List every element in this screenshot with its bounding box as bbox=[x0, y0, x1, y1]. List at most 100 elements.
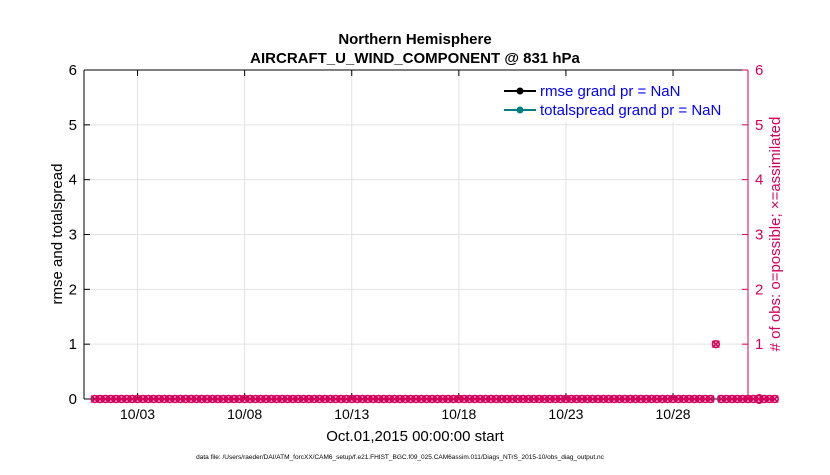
y-tick-label-left: 3 bbox=[69, 227, 77, 244]
legend-entry-totalspread: totalspread grand pr = NaN bbox=[504, 102, 721, 119]
obs-possible-marker bbox=[631, 394, 640, 404]
obs-possible-marker bbox=[170, 394, 180, 404]
obs-possible-marker bbox=[240, 394, 249, 404]
obs-possible-marker bbox=[711, 339, 721, 349]
obs-possible-marker bbox=[658, 394, 667, 404]
obs-possible-marker bbox=[374, 394, 383, 404]
obs-possible-marker bbox=[497, 394, 506, 404]
obs-possible-marker bbox=[256, 394, 265, 404]
obs-possible-marker bbox=[583, 394, 592, 404]
obs-possible-marker bbox=[759, 394, 769, 404]
obs-possible-marker bbox=[717, 394, 726, 404]
obs-possible-marker bbox=[165, 394, 174, 404]
obs-possible-marker bbox=[401, 394, 410, 404]
obs-possible-marker bbox=[235, 394, 244, 404]
obs-possible-marker bbox=[208, 394, 217, 404]
obs-possible-marker bbox=[176, 394, 185, 404]
obs-possible-marker bbox=[513, 394, 522, 404]
obs-possible-marker bbox=[245, 394, 255, 404]
x-tick-label: 10/28 bbox=[656, 406, 691, 422]
obs-possible-marker bbox=[433, 394, 442, 404]
obs-possible-marker bbox=[224, 394, 233, 404]
obs-possible-marker bbox=[149, 394, 158, 404]
obs-possible-marker bbox=[679, 394, 688, 404]
obs-possible-marker bbox=[192, 394, 201, 404]
obs-possible-marker bbox=[181, 394, 190, 404]
obs-possible-marker bbox=[625, 394, 635, 404]
obs-possible-marker bbox=[283, 394, 292, 404]
obs-possible-marker bbox=[609, 394, 619, 404]
obs-possible-marker bbox=[288, 394, 298, 404]
obs-possible-marker bbox=[326, 394, 335, 404]
obs-possible-marker bbox=[765, 394, 774, 404]
obs-possible-marker bbox=[700, 394, 710, 404]
y-tick-label-right: 3 bbox=[755, 227, 763, 244]
obs-possible-marker bbox=[310, 394, 319, 404]
obs-possible-marker bbox=[320, 394, 330, 404]
obs-possible-marker bbox=[411, 394, 421, 404]
y-tick-label-left: 5 bbox=[69, 117, 77, 134]
obs-possible-marker bbox=[267, 394, 276, 404]
obs-possible-marker bbox=[481, 394, 490, 404]
obs-possible-marker bbox=[599, 394, 608, 404]
obs-possible-marker bbox=[106, 394, 115, 404]
obs-possible-marker bbox=[154, 394, 164, 404]
obs-possible-marker bbox=[422, 394, 431, 404]
obs-possible-marker bbox=[545, 394, 555, 404]
y-tick-label-right: 5 bbox=[755, 117, 763, 134]
obs-possible-marker bbox=[385, 394, 394, 404]
legend-entry-rmse: rmse grand pr = NaN bbox=[504, 83, 680, 100]
obs-possible-marker bbox=[138, 394, 148, 404]
y-tick-label-left: 1 bbox=[69, 336, 77, 353]
obs-possible-marker bbox=[186, 394, 196, 404]
legend: rmse grand pr = NaN totalspread grand pr… bbox=[498, 80, 746, 122]
obs-possible-marker bbox=[577, 394, 587, 404]
obs-possible-marker bbox=[90, 394, 99, 404]
obs-possible-marker bbox=[518, 394, 528, 404]
obs-possible-marker bbox=[449, 394, 458, 404]
obs-possible-marker bbox=[465, 394, 474, 404]
obs-possible-marker bbox=[379, 394, 389, 404]
obs-possible-marker bbox=[551, 394, 560, 404]
obs-possible-marker bbox=[722, 394, 731, 404]
obs-possible-marker bbox=[251, 394, 260, 404]
obs-assimilated-marker bbox=[770, 395, 779, 403]
obs-possible-marker bbox=[117, 394, 126, 404]
x-axis-label: Oct.01,2015 00:00:00 start bbox=[326, 428, 504, 445]
obs-possible-marker bbox=[342, 394, 351, 404]
obs-possible-marker bbox=[540, 394, 549, 404]
obs-assimilated-marker bbox=[706, 395, 715, 403]
obs-possible-marker bbox=[368, 394, 378, 404]
obs-possible-marker bbox=[674, 394, 683, 404]
y-tick-label-left: 2 bbox=[69, 281, 77, 298]
obs-possible-marker bbox=[652, 394, 662, 404]
obs-possible-marker bbox=[101, 394, 110, 404]
data-file-footer: data file: /Users/raeder/DAI/ATM_forcXX/… bbox=[196, 454, 605, 461]
obs-possible-marker bbox=[293, 394, 303, 404]
y-tick-label-right: 1 bbox=[755, 336, 763, 353]
obs-possible-marker bbox=[642, 394, 651, 404]
obs-possible-marker bbox=[502, 394, 512, 404]
obs-possible-marker bbox=[229, 394, 239, 404]
obs-possible-marker bbox=[438, 394, 447, 404]
obs-possible-marker bbox=[459, 394, 469, 404]
obs-possible-marker bbox=[347, 394, 356, 404]
y-tick-label-left: 6 bbox=[69, 62, 77, 79]
obs-possible-marker bbox=[336, 394, 346, 404]
chart-title: Northern Hemisphere bbox=[338, 31, 491, 48]
obs-possible-marker bbox=[363, 394, 373, 404]
y-tick-label-left: 0 bbox=[69, 391, 77, 408]
obs-possible-marker bbox=[733, 394, 742, 404]
obs-possible-marker bbox=[358, 394, 367, 404]
obs-possible-marker bbox=[277, 394, 287, 404]
obs-possible-marker bbox=[588, 394, 597, 404]
chart-subtitle: AIRCRAFT_U_WIND_COMPONENT @ 831 hPa bbox=[250, 50, 580, 67]
obs-possible-marker bbox=[417, 394, 426, 404]
obs-possible-marker bbox=[406, 394, 415, 404]
y-tick-label-right: 6 bbox=[755, 62, 763, 79]
obs-possible-marker bbox=[524, 394, 533, 404]
obs-possible-marker bbox=[770, 394, 779, 404]
obs-possible-marker bbox=[315, 394, 324, 404]
y-tick-label-right: 4 bbox=[755, 172, 763, 189]
